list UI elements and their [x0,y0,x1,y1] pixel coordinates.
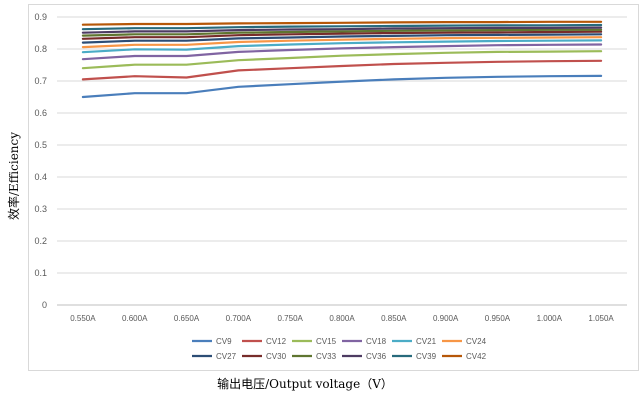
x-tick-label: 0.600A [122,314,148,323]
legend-label: CV9 [216,337,232,346]
y-tick-label: 0.1 [34,268,47,278]
series-line-cv36 [81,26,603,34]
y-tick-label: 0.6 [34,108,47,118]
legend-label: CV27 [216,352,237,361]
series-line-cv24 [81,36,603,49]
y-axis-title: 效率/Efficiency [6,132,21,220]
x-tick-label: 0.900A [433,314,459,323]
x-tick-label: 0.850A [381,314,407,323]
y-axis-ticks: 0 0.1 0.2 0.3 0.4 0.5 0.6 0.7 0.8 0.9 [34,12,47,310]
series-line-cv12 [81,59,603,81]
x-tick-label: 1.000A [537,314,563,323]
series-line-cv15 [81,50,603,70]
x-tick-label: 0.550A [70,314,96,323]
x-tick-label: 0.700A [226,314,252,323]
series-line-cv27 [81,33,603,44]
legend-label: CV39 [416,352,437,361]
y-tick-label: 0.3 [34,204,47,214]
y-tick-label: 0 [42,300,47,310]
legend-label: CV24 [466,337,487,346]
x-tick-label: 0.800A [329,314,355,323]
legend-label: CV42 [466,352,487,361]
x-tick-label: 0.950A [485,314,511,323]
legend-label: CV12 [266,337,287,346]
series-line-cv39 [81,23,603,31]
legend-label: CV15 [316,337,337,346]
y-tick-label: 0.4 [34,172,47,182]
series-line-cv30 [81,30,603,40]
series-line-cv21 [81,39,603,54]
series-line-cv9 [81,74,603,99]
legend-label: CV33 [316,352,337,361]
legend-label: CV21 [416,337,437,346]
legend-label: CV36 [366,352,387,361]
series-lines [81,20,603,99]
series-line-cv33 [81,28,603,37]
series-line-cv18 [81,43,603,61]
x-axis-ticks: 0.550A 0.600A 0.650A 0.700A 0.750A 0.800A 0.85… [70,314,614,323]
x-tick-label: 1.050A [588,314,614,323]
legend: CV9 CV12 CV15 CV18 CV21 CV24 CV27 CV30 CV33 CV36 C… [192,337,487,361]
y-tick-label: 0.9 [34,12,47,22]
y-tick-label: 0.8 [34,44,47,54]
x-axis-title: 输出电压/Output voltage（V） [217,376,393,391]
x-tick-label: 0.650A [174,314,200,323]
y-tick-label: 0.5 [34,140,47,150]
y-tick-label: 0.2 [34,236,47,246]
legend-label: CV30 [266,352,287,361]
legend-label: CV18 [366,337,387,346]
y-tick-label: 0.7 [34,76,47,86]
series-line-cv42 [81,20,603,26]
x-tick-label: 0.750A [278,314,304,323]
